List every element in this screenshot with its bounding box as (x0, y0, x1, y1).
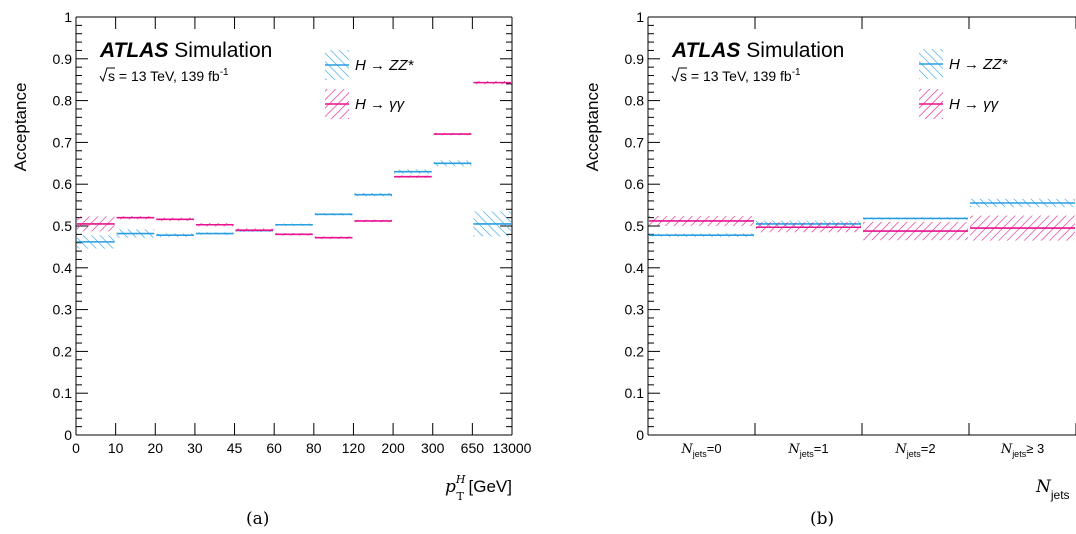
x-axis-label-var: p (445, 477, 456, 497)
y-tick-label: 0 (636, 427, 644, 443)
y-tick-label: 0.1 (625, 385, 645, 401)
data-layer (77, 80, 511, 249)
x-tick-label: 30 (187, 440, 203, 456)
x-category-label: Njets=0 (680, 441, 721, 459)
y-tick-label: 0.5 (53, 218, 73, 234)
energy-label: s = 13 TeV, 139 fb-1 (680, 67, 801, 84)
x-category-sub: jets (692, 449, 708, 459)
x-tick-label: 45 (227, 440, 243, 456)
y-axis-label: Acceptance (11, 83, 30, 172)
y-tick-label: 0.6 (625, 176, 645, 192)
sqrt-icon (99, 67, 115, 83)
sqrt-icon (671, 67, 687, 83)
x-tick-label: 300 (421, 440, 445, 456)
x-category-var: N (680, 442, 693, 457)
panel-b: 0 0.1 0.2 0.3 0.4 0.5 0.6 0.7 0.8 0.9 1 Acceptance N… (583, 9, 1076, 502)
y-tick-label: 0.6 (53, 176, 73, 192)
x-tick-label: 80 (306, 440, 322, 456)
y-tick-label: 0.2 (625, 343, 645, 359)
y-tick-label: 1 (636, 9, 644, 25)
y-tick-label: 0.7 (53, 134, 73, 150)
atlas-simulation: Simulation (740, 39, 844, 62)
y-tick-label: 0.3 (53, 302, 73, 318)
x-tick-label: 650 (461, 440, 485, 456)
x-category-value: =0 (707, 441, 722, 456)
hzz-legend-label: H → ZZ* (355, 57, 414, 74)
y-tick-label: 0.4 (53, 260, 73, 276)
y-tick-label: 0.8 (625, 93, 645, 109)
x-tick-label: 200 (381, 440, 405, 456)
x-axis-label-var: N (1035, 477, 1052, 497)
x-tick-label: 60 (266, 440, 282, 456)
x-category-var: N (894, 442, 907, 457)
x-category-label: Njets=2 (894, 441, 935, 459)
energy-sup: -1 (792, 67, 801, 78)
x-tick-label: 0 (72, 440, 80, 456)
hgg-legend-label: H → γγ (355, 96, 406, 113)
y-tick-label: 0.8 (53, 93, 73, 109)
x-category-value: ≥ 3 (1026, 441, 1044, 456)
atlas-label: ATLAS Simulation (99, 39, 272, 62)
y-tick-label: 0.7 (625, 134, 645, 150)
y-tick-label: 0.9 (53, 51, 73, 67)
y-tick-label: 0.5 (625, 218, 645, 234)
x-category-sub: jets (906, 449, 922, 459)
y-axis-label: Acceptance (583, 83, 602, 172)
x-tick-label: 13000 (493, 440, 532, 456)
atlas-bold: ATLAS (99, 39, 168, 62)
y-tick-label: 0.4 (625, 260, 645, 276)
x-axis-label-sub: T (456, 490, 464, 503)
x-category-value: =1 (814, 441, 829, 456)
panel-b-caption: (b) (810, 509, 835, 529)
x-category-var: N (787, 442, 800, 457)
x-tick-label: 20 (147, 440, 163, 456)
x-category-value: =2 (921, 441, 936, 456)
x-category-label: Njets≥ 3 (1000, 441, 1044, 459)
y-tick-label: 0.3 (625, 302, 645, 318)
x-axis-label-sup: H (455, 473, 466, 486)
energy-label: s = 13 TeV, 139 fb-1 (108, 67, 229, 84)
atlas-simulation: Simulation (168, 39, 272, 62)
x-axis-label: Njets (1035, 477, 1070, 502)
x-axis-label: pH T [GeV] (445, 473, 512, 503)
x-axis-label-unit: [GeV] (464, 477, 512, 496)
x-tick-label: 10 (108, 440, 124, 456)
x-category-sub: jets (799, 449, 815, 459)
panel-a-caption: (a) (246, 509, 270, 529)
atlas-label: ATLAS Simulation (671, 39, 844, 62)
y-tick-label: 0.1 (53, 385, 73, 401)
y-tick-label: 0.9 (625, 51, 645, 67)
x-category-var: N (1000, 442, 1013, 457)
energy-text: s = 13 TeV, 139 fb (108, 68, 220, 84)
y-tick-label: 0 (64, 427, 72, 443)
data-layer (649, 198, 1075, 241)
energy-text: s = 13 TeV, 139 fb (680, 68, 792, 84)
y-tick-label: 1 (64, 9, 72, 25)
y-tick-label: 0.2 (53, 343, 73, 359)
atlas-bold: ATLAS (671, 39, 740, 62)
x-category-label: Njets=1 (787, 441, 828, 459)
x-category-sub: jets (1011, 449, 1027, 459)
hgg-legend-label: H → γγ (949, 96, 1000, 113)
energy-sup: -1 (220, 67, 229, 78)
x-axis-label-sub: jets (1050, 488, 1070, 502)
panel-a: 0 0.1 0.2 0.3 0.4 0.5 0.6 0.7 0.8 0.9 1 Acceptance 0… (11, 9, 532, 503)
hzz-legend-label: H → ZZ* (949, 56, 1008, 73)
x-tick-label: 120 (342, 440, 366, 456)
